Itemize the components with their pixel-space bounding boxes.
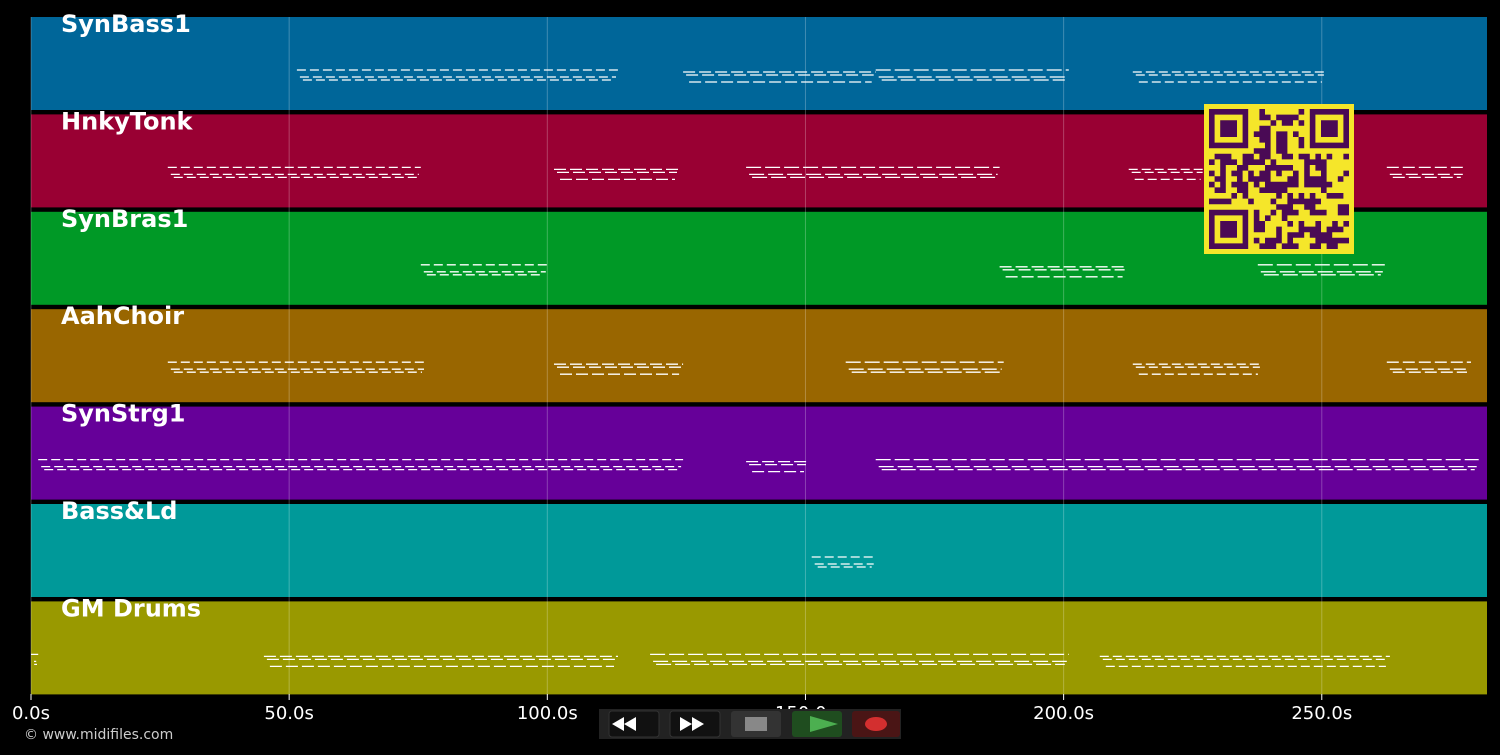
track-name: SynStrg1 <box>61 400 186 428</box>
track-lane <box>31 504 1487 597</box>
track-name: SynBass1 <box>61 10 191 38</box>
note-span <box>38 458 684 471</box>
note-span <box>875 69 1069 81</box>
note-span <box>296 69 618 81</box>
rewind-button[interactable] <box>608 710 660 738</box>
note-span <box>1132 71 1326 83</box>
transport-controls <box>599 709 901 739</box>
note-span <box>1386 166 1465 179</box>
note-span <box>746 166 1000 179</box>
note-span <box>1099 655 1390 668</box>
note-span <box>1128 168 1205 181</box>
play-button[interactable] <box>792 711 842 737</box>
note-span <box>1386 361 1471 373</box>
note-span <box>167 166 421 179</box>
track-name: AahChoir <box>61 302 184 330</box>
note-span <box>875 458 1479 471</box>
note-span <box>420 264 548 276</box>
note-span <box>746 460 808 473</box>
track-lane <box>31 406 1487 500</box>
track-name: HnkyTonk <box>61 107 194 135</box>
track-name: SynBras1 <box>61 205 188 233</box>
x-tick-label: 100.0s <box>517 703 578 724</box>
qr-code <box>1204 104 1354 254</box>
track-lane <box>31 309 1487 403</box>
track-labels: SynBass1 HnkyTonk SynBras1 AahChoir SynStrg1… <box>61 10 201 622</box>
x-tick-label: 200.0s <box>1033 703 1094 724</box>
note-span <box>845 361 1004 373</box>
track-name: GM Drums <box>61 594 201 622</box>
note-span <box>31 653 39 666</box>
record-button[interactable] <box>852 711 900 737</box>
note-span <box>554 168 679 181</box>
track-name: Bass&Ld <box>61 497 177 525</box>
note-span <box>811 556 876 568</box>
track-lane <box>31 17 1487 110</box>
track-lane <box>31 601 1487 695</box>
copyright: © www.midifiles.com <box>24 727 173 743</box>
note-span <box>167 361 426 373</box>
note-span <box>650 653 1069 666</box>
fast-forward-button[interactable] <box>669 710 721 738</box>
note-span <box>999 266 1127 278</box>
note-span <box>1257 264 1385 276</box>
x-tick-label: 0.0s <box>12 703 50 724</box>
x-tick-label: 50.0s <box>264 703 313 724</box>
note-span <box>1132 363 1262 375</box>
note-span <box>554 363 684 375</box>
note-span <box>263 655 618 668</box>
stop-button[interactable] <box>731 711 781 737</box>
x-tick-label: 250.0s <box>1291 703 1352 724</box>
notes <box>31 69 1479 668</box>
note-span <box>683 71 876 83</box>
qr-modules <box>1209 109 1349 249</box>
